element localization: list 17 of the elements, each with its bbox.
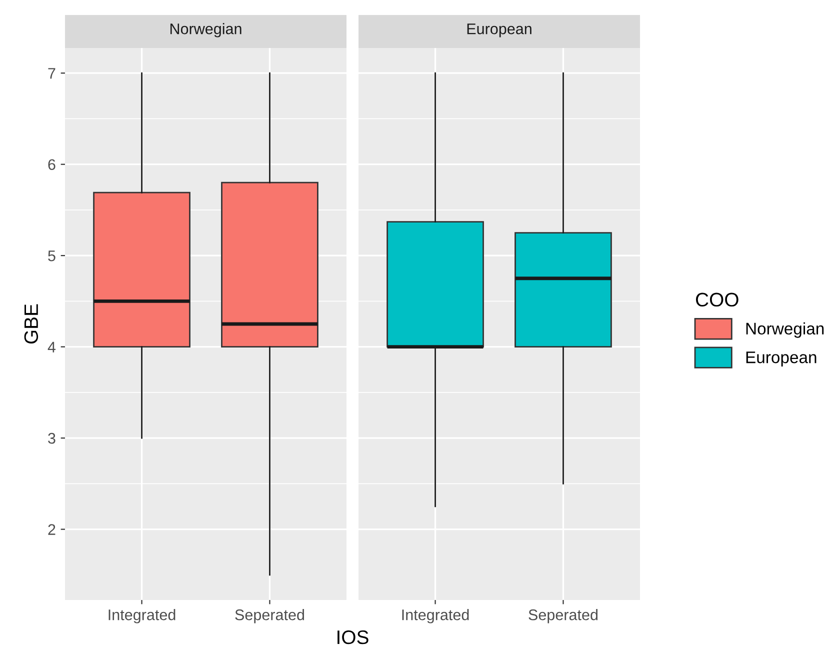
x-tick-label: Integrated <box>108 609 176 624</box>
chart-title: Norwegian <box>170 23 242 38</box>
legend-label: European <box>746 352 816 367</box>
y-tick-label: 2 <box>48 524 56 535</box>
x-tick-label: Seperated <box>235 609 304 624</box>
y-tick-label: 6 <box>48 159 56 170</box>
x-tick-label: Seperated <box>528 609 598 624</box>
y-tick-label: 4 <box>48 342 56 352</box>
legend-title: COO <box>696 292 738 307</box>
chart-title: European <box>467 24 532 38</box>
legend-label: Norwegian <box>746 322 824 338</box>
y-axis-title: GBE <box>24 304 38 344</box>
x-tick-label: Integrated <box>402 609 469 624</box>
x-axis-title: IOS <box>338 630 368 644</box>
y-tick-label: 7 <box>48 68 56 79</box>
y-tick-label: 5 <box>48 250 56 262</box>
y-tick-label: 3 <box>48 432 56 444</box>
